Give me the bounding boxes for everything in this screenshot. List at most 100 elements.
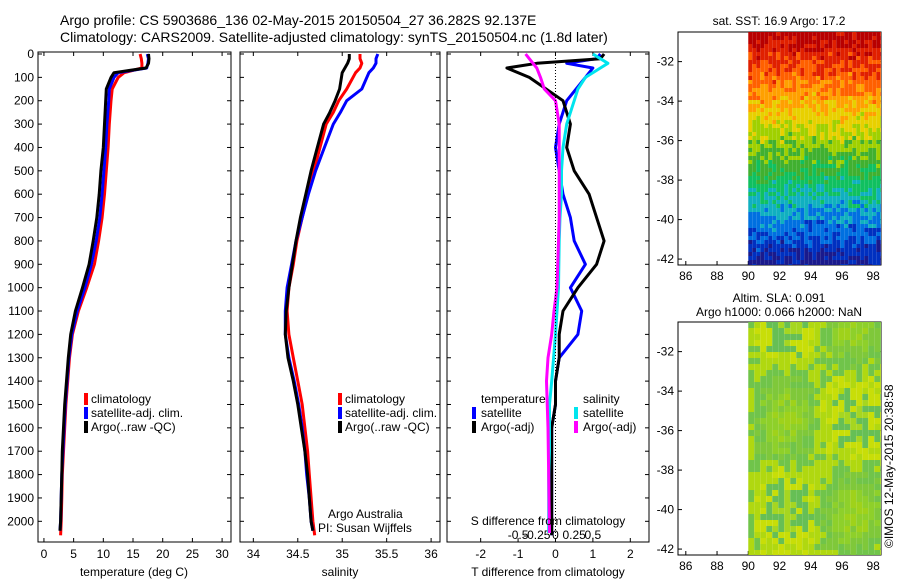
sst-cell — [848, 184, 853, 188]
sst-cell — [832, 52, 837, 56]
x-tick-label: 0 — [41, 547, 48, 561]
sst-cell — [856, 172, 861, 176]
sst-cell — [760, 256, 765, 260]
sst-cell — [800, 48, 805, 52]
sst-cell — [784, 112, 789, 116]
sst-cell — [792, 152, 797, 156]
series-line-argo-raw-qc- — [58, 53, 151, 531]
sst-cell — [784, 236, 789, 240]
sla-cell — [778, 382, 785, 388]
sla-cell — [862, 454, 869, 460]
sla-cell — [802, 442, 809, 448]
sla-cell — [772, 454, 779, 460]
sla-cell — [760, 328, 767, 334]
sla-cell — [880, 514, 881, 520]
sst-cell — [760, 180, 765, 184]
sst-cell — [784, 220, 789, 224]
sst-cell — [748, 92, 753, 96]
sst-cell — [880, 120, 881, 124]
sst-cell — [812, 44, 817, 48]
sst-cell — [788, 256, 793, 260]
sst-cell — [836, 124, 841, 128]
sst-cell — [752, 120, 757, 124]
map-x-tick-label: 94 — [804, 559, 818, 573]
sst-cell — [812, 124, 817, 128]
sst-cell — [876, 192, 881, 196]
sla-cell — [838, 442, 845, 448]
sla-cell — [844, 466, 851, 472]
sst-cell — [876, 68, 881, 72]
sst-cell — [872, 124, 877, 128]
sst-cell — [756, 220, 761, 224]
sst-cell — [800, 84, 805, 88]
legend-label-s-satellite: satellite — [583, 406, 624, 420]
sla-cell — [814, 472, 821, 478]
sst-cell — [792, 80, 797, 84]
sla-cell — [808, 328, 815, 334]
sst-cell — [760, 100, 765, 104]
sst-cell — [788, 184, 793, 188]
sla-cell — [856, 382, 863, 388]
sst-cell — [844, 236, 849, 240]
sst-cell — [772, 232, 777, 236]
sla-cell — [874, 538, 881, 544]
sst-cell — [864, 32, 869, 36]
sst-cell — [816, 248, 821, 252]
sla-cell — [796, 550, 803, 555]
sst-cell — [760, 172, 765, 176]
sla-cell — [766, 502, 773, 508]
sst-cell — [824, 184, 829, 188]
sst-cell — [840, 104, 845, 108]
sla-cell — [832, 370, 839, 376]
sst-cell — [876, 108, 881, 112]
sst-cell — [848, 80, 853, 84]
sst-cell — [748, 172, 753, 176]
sst-cell — [812, 120, 817, 124]
sst-cell — [848, 64, 853, 68]
sla-cell — [838, 382, 845, 388]
sst-cell — [844, 128, 849, 132]
sst-cell — [816, 96, 821, 100]
sla-cell — [820, 322, 827, 328]
sst-cell — [880, 236, 881, 240]
sst-cell — [836, 132, 841, 136]
sla-cell — [760, 502, 767, 508]
sla-cell — [826, 490, 833, 496]
sst-cell — [800, 260, 805, 264]
sst-cell — [808, 88, 813, 92]
sst-cell — [848, 192, 853, 196]
sst-cell — [820, 232, 825, 236]
sla-cell — [754, 454, 761, 460]
sla-cell — [820, 328, 827, 334]
sst-cell — [864, 204, 869, 208]
sst-cell — [764, 100, 769, 104]
sst-cell — [824, 264, 829, 265]
sst-cell — [856, 208, 861, 212]
sst-cell — [864, 216, 869, 220]
sla-cell — [790, 502, 797, 508]
sst-cell — [752, 76, 757, 80]
sst-cell — [820, 68, 825, 72]
sla-cell — [748, 334, 755, 340]
sst-cell — [816, 76, 821, 80]
sla-cell — [796, 436, 803, 442]
sla-cell — [814, 484, 821, 490]
sst-cell — [804, 124, 809, 128]
sla-cell — [766, 340, 773, 346]
sst-cell — [828, 76, 833, 80]
x-tick-label: -1 — [513, 547, 524, 561]
figure-title-line1: Argo profile: CS 5903686_136 02-May-2015… — [60, 12, 537, 28]
sst-cell — [748, 144, 753, 148]
sst-cell — [768, 116, 773, 120]
sst-cell — [852, 36, 857, 40]
sst-cell — [760, 208, 765, 212]
sla-cell — [820, 538, 827, 544]
sst-cell — [836, 184, 841, 188]
sla-cell — [838, 322, 845, 328]
sla-cell — [868, 490, 875, 496]
sla-cell — [850, 340, 857, 346]
sst-cell — [752, 208, 757, 212]
sst-cell — [852, 112, 857, 116]
sla-cell — [862, 532, 869, 538]
sla-cell — [844, 490, 851, 496]
